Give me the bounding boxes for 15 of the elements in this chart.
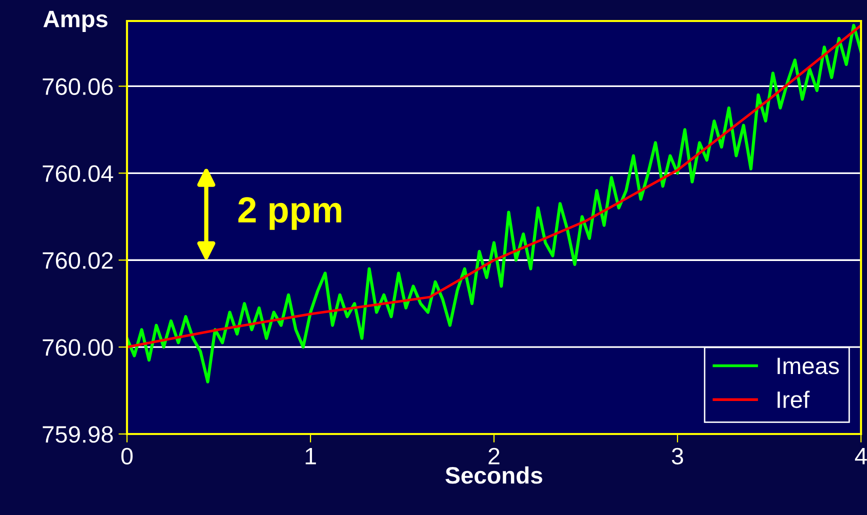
legend-label: Imeas	[778, 358, 839, 374]
legend-label: Iref	[778, 390, 810, 408]
x-tick-label: 0	[121, 448, 133, 465]
y-tick-label: 760.00	[42, 339, 113, 356]
x-tick-label: 3	[672, 448, 684, 465]
y-tick-label: 759.98	[42, 426, 113, 443]
y-tick-label: 760.04	[42, 165, 114, 182]
y-axis-title: Amps	[43, 10, 108, 32]
annotation: 2 ppm	[238, 197, 342, 230]
x-tick-label: 2	[488, 448, 500, 464]
y-tick-label: 760.06	[42, 78, 113, 95]
x-axis-title: Seconds	[445, 466, 542, 484]
x-tick-label: 4	[854, 448, 867, 464]
y-tick-label: 760.02	[42, 252, 113, 269]
x-tick-label: 1	[306, 448, 316, 464]
